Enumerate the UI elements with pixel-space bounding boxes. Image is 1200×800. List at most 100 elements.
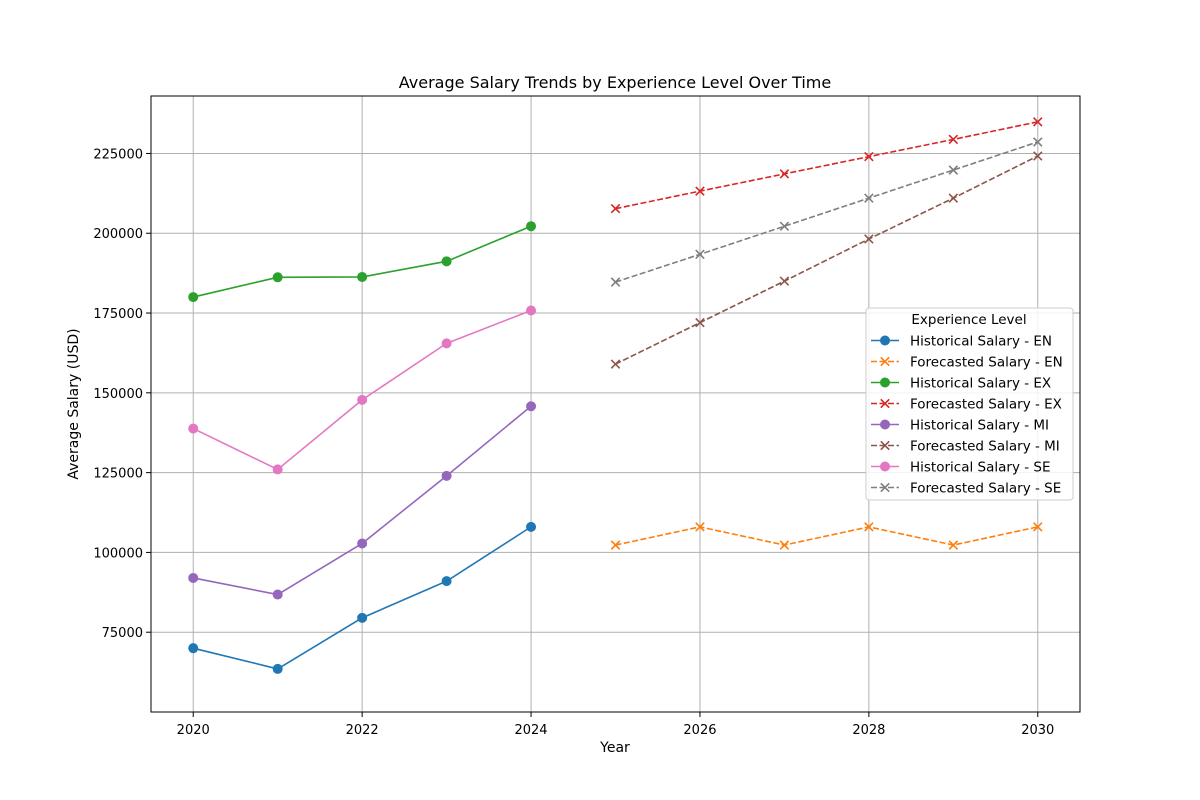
x-tick-label: 2028 [852,723,885,738]
data-point [1033,151,1043,161]
series-line [615,526,1038,546]
y-tick-label: 200000 [93,227,143,242]
series-line [615,141,1039,283]
data-point [188,423,199,434]
x-tick-label: 2030 [1021,723,1054,738]
data-point [272,464,283,475]
data-point [779,221,790,231]
series-4 [188,401,537,600]
data-point [188,572,199,583]
legend-label: Historical Salary - SE [910,460,1050,476]
x-tick-label: 2020 [177,723,210,738]
data-point [695,186,705,196]
data-point [948,193,959,203]
x-tick-label: 2024 [514,723,547,738]
legend-entry: Historical Salary - EX [871,376,1051,392]
data-point [948,165,959,175]
series-1 [610,522,1043,550]
series-2 [188,221,537,303]
legend-marker [880,419,890,430]
x-tick-label: 2026 [683,723,716,738]
series-line [615,155,1039,365]
data-point [610,203,621,214]
legend-label: Forecasted Salary - MI [910,439,1060,455]
data-point [526,221,537,232]
data-point [357,394,368,405]
legend-entry: Forecasted Salary - EN [871,355,1063,371]
series-7 [610,137,1043,287]
data-point [188,292,199,303]
data-point [441,256,452,267]
y-tick-label: 175000 [93,307,143,322]
legend-marker [880,398,890,409]
plot-series [188,117,1043,674]
y-tick-label: 100000 [93,546,143,561]
series-6 [188,305,537,475]
y-axis-label: Average Salary (USD) [66,328,82,479]
data-point [441,576,452,587]
series-3 [610,117,1043,214]
x-tick-label: 2022 [346,723,379,738]
axis-ticks: 2020 2022 2024 2026 2028 2030 75000 100000 12500… [93,147,1054,738]
y-tick-label: 225000 [93,147,143,162]
series-5 [610,151,1043,369]
legend-entry: Historical Salary - MI [871,418,1049,434]
legend-entry: Forecasted Salary - EX [871,397,1062,413]
legend-entries: Historical Salary - EN Forecasted Salary … [871,334,1063,497]
data-point [1033,137,1043,147]
legend-label: Forecasted Salary - EN [910,355,1063,371]
data-point [357,271,368,282]
data-point [864,234,874,244]
legend-label: Historical Salary - EN [910,334,1052,350]
legend-entry: Historical Salary - EN [871,334,1052,350]
legend-label: Forecasted Salary - EX [910,397,1062,413]
data-point [357,612,368,623]
data-point [1033,522,1043,532]
data-point [779,169,790,179]
legend-label: Forecasted Salary - SE [910,481,1061,497]
legend-marker [880,482,890,493]
chart-title: Average Salary Trends by Experience Leve… [399,73,831,92]
data-point [864,193,874,203]
data-point [526,521,537,532]
legend-box [865,307,1074,501]
legend-entry: Forecasted Salary - SE [871,481,1061,497]
series-line [615,121,1038,210]
data-point [441,338,452,349]
y-tick-label: 125000 [93,467,143,482]
data-point [610,359,621,369]
data-point [948,134,959,145]
data-point [948,540,959,550]
data-point [695,249,705,260]
data-point [272,589,283,600]
data-point [779,540,790,550]
legend-marker [880,377,890,388]
legend: Experience Level Historical Salary - EN F… [865,307,1074,501]
legend-marker [880,440,890,451]
plot-frame [150,95,1081,713]
data-point [864,151,874,162]
data-point [779,276,790,286]
data-point [610,540,621,550]
data-point [357,538,368,549]
data-point [272,272,283,283]
data-point [526,401,537,412]
data-point [864,522,874,532]
y-tick-label: 75000 [102,626,143,641]
data-point [526,305,537,316]
data-point [695,522,705,532]
legend-marker [880,356,890,367]
legend-label: Historical Salary - MI [910,418,1049,434]
legend-title: Experience Level [911,312,1026,328]
data-point [695,317,705,328]
legend-marker [880,461,890,472]
data-point [188,643,199,654]
data-point [441,470,452,481]
data-point [272,663,283,674]
data-point [610,277,621,287]
legend-entry: Historical Salary - SE [871,460,1050,476]
legend-entry: Forecasted Salary - MI [871,439,1060,455]
series-0 [188,521,537,674]
